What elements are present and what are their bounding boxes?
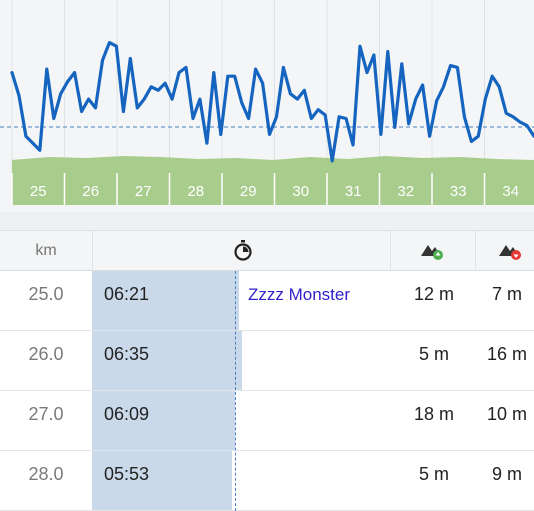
split-time: 06:09: [104, 404, 150, 424]
ascent-icon[interactable]: [420, 241, 444, 261]
split-km: 26.0: [28, 344, 64, 364]
pace-bar: [92, 271, 239, 330]
table-header: km: [0, 231, 534, 271]
split-time: 06:21: [104, 284, 150, 304]
pace-bar: [92, 331, 242, 390]
table-row[interactable]: 25.0 06:21 Zzzz Monster 12 m 7 m: [0, 271, 534, 331]
table-row[interactable]: 28.0 05:53 5 m 9 m: [0, 451, 534, 511]
split-km: 25.0: [28, 284, 64, 304]
km-label: 28: [187, 183, 204, 200]
stopwatch-icon[interactable]: [233, 239, 253, 261]
split-ascent: 5 m: [418, 464, 449, 484]
split-km: 28.0: [28, 464, 64, 484]
km-label: 31: [345, 183, 362, 200]
split-descent: 9 m: [491, 464, 522, 484]
km-label: 25: [30, 183, 47, 200]
table-row[interactable]: 26.0 06:35 5 m 16 m: [0, 331, 534, 391]
column-divider: [92, 231, 93, 270]
split-time: 06:35: [104, 344, 150, 364]
elevation-area: [12, 156, 534, 205]
pace-line: [10, 40, 534, 163]
average-pace-line: [235, 271, 236, 511]
km-column-header: km: [35, 242, 57, 259]
km-label: 34: [502, 183, 519, 200]
pace-chart[interactable]: 25 26 27 28 29 30 31 32 33 34: [0, 0, 534, 212]
split-descent: 16 m: [486, 344, 528, 364]
km-label: 33: [450, 183, 467, 200]
km-label: 27: [135, 183, 152, 200]
column-divider: [475, 231, 476, 270]
split-descent: 10 m: [486, 404, 528, 424]
km-label: 26: [82, 183, 99, 200]
km-label: 29: [240, 183, 257, 200]
km-label: 32: [397, 183, 414, 200]
pace-bar: [92, 391, 235, 450]
split-note[interactable]: Zzzz Monster: [248, 285, 351, 304]
pace-chart-svg: 25 26 27 28 29 30 31 32 33 34: [0, 0, 534, 205]
split-ascent: 12 m: [413, 284, 455, 304]
split-ascent: 5 m: [418, 344, 449, 364]
descent-icon[interactable]: [498, 241, 522, 261]
km-label: 30: [292, 183, 309, 200]
split-ascent: 18 m: [413, 404, 455, 424]
split-descent: 7 m: [491, 284, 522, 304]
split-km: 27.0: [28, 404, 64, 424]
column-divider: [390, 231, 391, 270]
chart-scroll-track: [0, 212, 534, 231]
split-time: 05:53: [104, 464, 150, 484]
table-row[interactable]: 27.0 06:09 18 m 10 m: [0, 391, 534, 451]
